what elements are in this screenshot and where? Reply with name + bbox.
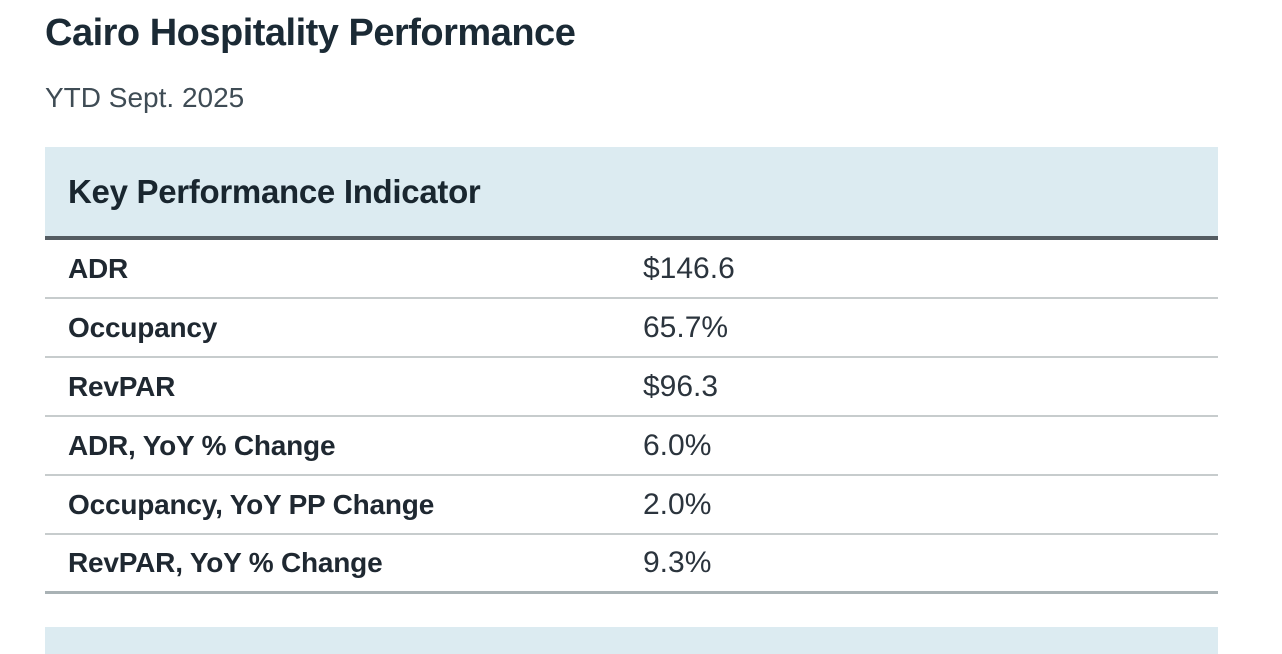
kpi-table: Key Performance Indicator ADR $146.6 Occ… <box>45 147 1218 594</box>
next-section-header-band <box>45 627 1218 654</box>
row-label: ADR <box>68 252 129 284</box>
row-value: $146.6 <box>643 251 735 285</box>
row-value: $96.3 <box>643 369 719 403</box>
row-value: 6.0% <box>643 428 712 462</box>
table-row-occupancy: Occupancy 65.7% <box>45 299 1218 358</box>
table-row-revpar: RevPAR $96.3 <box>45 358 1218 417</box>
table-row-adr: ADR $146.6 <box>45 240 1218 299</box>
row-value: 2.0% <box>643 487 712 521</box>
table-row-occupancy-yoy-change: Occupancy, YoY PP Change 2.0% <box>45 476 1218 535</box>
row-label: RevPAR, YoY % Change <box>68 547 383 578</box>
page-title: Cairo Hospitality Performance <box>45 12 576 54</box>
row-label: ADR, YoY % Change <box>68 429 336 461</box>
row-value: 65.7% <box>643 310 729 344</box>
kpi-table-header-label: Key Performance Indicator <box>68 172 481 210</box>
row-label: Occupancy, YoY PP Change <box>68 488 435 520</box>
row-value: 9.3% <box>643 546 712 579</box>
table-row-adr-yoy-change: ADR, YoY % Change 6.0% <box>45 417 1218 476</box>
table-row-revpar-yoy-change: RevPAR, YoY % Change 9.3% <box>45 535 1218 594</box>
page-subtitle: YTD Sept. 2025 <box>45 82 245 113</box>
row-label: RevPAR <box>68 370 176 402</box>
kpi-table-header: Key Performance Indicator <box>45 147 1218 240</box>
row-label: Occupancy <box>68 311 218 343</box>
